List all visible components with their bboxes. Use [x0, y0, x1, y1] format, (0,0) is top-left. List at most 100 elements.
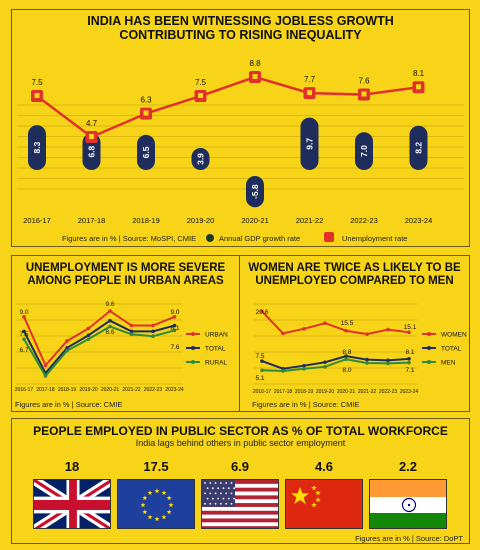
- women-title-line2: UNEMPLOYED COMPARED TO MEN: [255, 275, 454, 287]
- total-point-2022-23: [386, 358, 390, 363]
- men-point-2021-22: [365, 361, 369, 365]
- unemployment-legend-icon: [324, 232, 334, 242]
- urban-point-2017-18: [43, 363, 48, 368]
- urban-point-2016-17: [22, 315, 26, 319]
- eu-star-icon: [142, 495, 148, 501]
- x-tick-2021-22: 2021-22: [122, 387, 141, 393]
- us-star-icon: [220, 502, 222, 505]
- unemployment-label-2022-23: 7.6: [358, 77, 370, 86]
- women-point-2020-21: [344, 328, 348, 333]
- legend-dot: [427, 360, 431, 364]
- urban-point-2019-20: [86, 326, 91, 331]
- us-star-icon: [222, 497, 225, 500]
- x-tick-2017-18: 2017-18: [78, 216, 106, 225]
- total-point-2018-19: [302, 363, 306, 368]
- x-tick-2019-20: 2019-20: [79, 387, 98, 393]
- x-tick-2020-21: 2020-21: [101, 387, 120, 393]
- legend-men: MEN: [441, 360, 456, 367]
- eu-flag-icon: [117, 479, 195, 529]
- us-star-icon: [230, 492, 233, 495]
- us-star-icon: [214, 482, 217, 484]
- x-tick-2016-17: 2016-17: [23, 216, 51, 225]
- us-star-icon: [209, 502, 212, 505]
- legend-dot: [427, 346, 431, 350]
- total-point-2020-21: [344, 354, 348, 358]
- total-point-2023-24: [172, 323, 177, 328]
- top-source: Figures are in % | Source: MoSPI, CMIE: [62, 234, 197, 243]
- total-line: [261, 355, 410, 370]
- unemployment-marker-icon: [89, 134, 94, 139]
- value-label: 6.7: [19, 347, 28, 354]
- us-star-icon: [233, 487, 235, 490]
- gdp-label-2017-18: 6.8: [87, 145, 97, 157]
- legend-rural: RURAL: [205, 360, 227, 367]
- value-label: 20.6: [256, 309, 269, 316]
- us-star-icon: [230, 502, 233, 505]
- rural-point-2018-19: [65, 348, 69, 353]
- x-tick-2022-23: 2022-23: [144, 387, 163, 393]
- legend-dot: [191, 346, 195, 350]
- us-star-icon: [204, 492, 206, 495]
- value-label: 5.1: [255, 375, 264, 382]
- us-star-icon: [220, 492, 222, 495]
- gdp-bar-2023-24: [409, 125, 428, 170]
- public-sector-panel: PEOPLE EMPLOYED IN PUBLIC SECTOR AS % OF…: [11, 418, 470, 544]
- urban-line: [23, 309, 175, 368]
- eu-star-icon: [166, 495, 172, 501]
- total-point-2021-22: [365, 357, 369, 362]
- unemployment-label-2020-21: 8.8: [249, 59, 261, 68]
- gdp-legend-icon: [206, 234, 214, 242]
- us-star-icon: [204, 502, 206, 505]
- us-star-icon: [217, 487, 220, 490]
- value-label: 15.5: [341, 320, 354, 327]
- unemployment-legend-label: Unemployment rate: [342, 234, 408, 243]
- legend-women: WOMEN: [441, 332, 467, 339]
- gdp-unemployment-chart: 8.3 6.8 6.5 3.9 -5.8 9.7 7.0 8.2 7.5 4.7 6.3 7.5 8.8…: [17, 59, 464, 225]
- x-tick-2017-18: 2017-18: [274, 389, 293, 395]
- gdp-bar-2020-21: [246, 176, 264, 208]
- eu-star-icon: [161, 514, 167, 520]
- us-star-icon: [233, 497, 235, 500]
- x-tick-2018-19: 2018-19: [132, 216, 160, 225]
- us-stripe: [202, 526, 278, 528]
- x-tick-2020-21: 2020-21: [337, 389, 356, 395]
- x-tick-2021-22: 2021-22: [358, 389, 377, 395]
- men-line: [261, 358, 410, 373]
- gdp-label-2019-20: 3.9: [196, 153, 206, 165]
- legend-dot: [191, 360, 195, 364]
- urban-title-line2: AMONG PEOPLE IN URBAN AREAS: [27, 275, 224, 287]
- us-stripe: [202, 480, 278, 484]
- women-point-2018-19: [302, 327, 306, 331]
- eu-star-icon: [147, 490, 153, 495]
- value-label: 8.1: [405, 349, 414, 356]
- us-star-icon: [225, 482, 228, 484]
- women-men-chart: WOMEN TOTAL MEN 2016-17 2017-18 2018-19 2019-2…: [253, 303, 467, 395]
- unemployment-label-2018-19: 6.3: [140, 96, 152, 105]
- total-point-2016-17: [22, 329, 26, 334]
- total-point-2018-19: [65, 346, 69, 350]
- x-tick-2018-19: 2018-19: [295, 389, 314, 395]
- urban-point-2020-21: [108, 309, 112, 313]
- gdp-bar-2019-20: [191, 148, 210, 170]
- eu-star-icon: [161, 490, 167, 495]
- us-star-icon: [206, 487, 209, 490]
- gdp-label-2021-22: 9.7: [305, 138, 315, 150]
- unemployment-marker-icon: [307, 90, 312, 96]
- men-point-2022-23: [386, 361, 390, 366]
- value-label: 9.6: [105, 301, 114, 308]
- us-star-icon: [230, 482, 233, 484]
- women-point-2017-18: [281, 331, 285, 336]
- us-stripe: [202, 510, 278, 515]
- us-star-icon: [217, 497, 220, 500]
- women-line: [261, 310, 410, 336]
- women-point-2016-17: [260, 309, 264, 314]
- urban-point-2023-24: [172, 315, 177, 319]
- unemployment-label-2021-22: 7.7: [304, 75, 316, 84]
- unemployment-line: [36, 75, 419, 139]
- x-tick-2016-17: 2016-17: [15, 387, 34, 393]
- men-point-2020-21: [344, 357, 348, 362]
- value-label: 7.6: [170, 344, 179, 351]
- women-title-line1: WOMEN ARE TWICE AS LIKELY TO BE: [248, 262, 461, 274]
- total-point-2022-23: [151, 329, 155, 334]
- x-tick-2019-20: 2019-20: [316, 389, 335, 395]
